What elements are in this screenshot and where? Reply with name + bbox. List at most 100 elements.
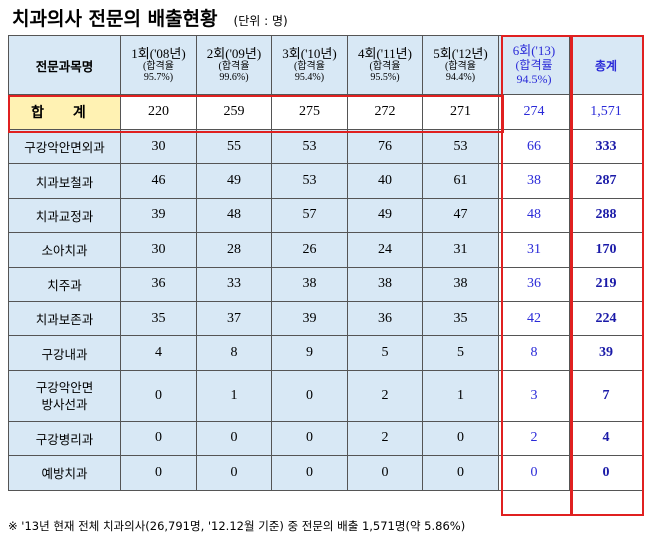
- table-cell: 49: [347, 197, 423, 234]
- row-total-cell: 4: [569, 420, 643, 457]
- total-cell: 271: [422, 94, 499, 130]
- row-label: 구강악안면 방사선과: [8, 369, 121, 422]
- table-row: 구강내과 4 8 9 5 5 8 39: [8, 335, 643, 371]
- table-cell: 2: [347, 369, 423, 422]
- row-label: 치과보존과: [8, 300, 121, 337]
- row-label: 치과교정과: [8, 197, 121, 234]
- row-label: 소아치과: [8, 232, 121, 268]
- table-cell: 76: [347, 128, 423, 165]
- row-total-cell: 288: [569, 197, 643, 234]
- unit-label: (단위 : 명): [233, 14, 288, 28]
- table-cell: 40: [347, 163, 423, 199]
- table-cell: 0: [120, 369, 197, 422]
- table-cell: 57: [271, 197, 348, 234]
- table-row: 치과보존과 35 37 39 36 35 42 224: [8, 300, 643, 337]
- row-label: 구강악안면외과: [8, 128, 121, 165]
- table-cell: 36: [120, 266, 197, 302]
- grand-total-cell: 1,571: [569, 94, 643, 130]
- row-total-cell: 224: [569, 300, 643, 337]
- table-cell-round-6: 42: [498, 300, 570, 337]
- row-total-cell: 287: [569, 163, 643, 199]
- table-cell-round-6: 31: [498, 232, 570, 268]
- header-total: 총계: [569, 35, 643, 95]
- table-cell: 4: [120, 335, 197, 371]
- row-total-cell: 0: [569, 455, 643, 491]
- table-cell: 0: [271, 369, 348, 422]
- row-total-cell: 7: [569, 369, 643, 422]
- table-row: 치과보철과 46 49 53 40 61 38 287: [8, 163, 643, 199]
- total-row: 합 계 220 259 275 272 271 274 1,571: [8, 94, 643, 130]
- row-total-cell: 333: [569, 128, 643, 165]
- table-cell: 53: [271, 128, 348, 165]
- table-cell: 55: [196, 128, 272, 165]
- total-label: 합 계: [8, 94, 121, 130]
- header-round-5: 5회('12년) (합격율 94.4%): [422, 35, 499, 95]
- table-cell: 0: [120, 420, 197, 457]
- table-cell-round-6: 36: [498, 266, 570, 302]
- table-cell: 48: [196, 197, 272, 234]
- table-cell: 1: [422, 369, 499, 422]
- table-cell: 0: [422, 455, 499, 491]
- title-row: 치과의사 전문의 배출현황 (단위 : 명): [12, 4, 288, 32]
- header-round-2: 2회('09년) (합격율 99.6%): [196, 35, 272, 95]
- table-cell: 61: [422, 163, 499, 199]
- table-cell: 0: [120, 455, 197, 491]
- row-label: 치과보철과: [8, 163, 121, 199]
- table-cell-round-6: 48: [498, 197, 570, 234]
- table-cell: 0: [271, 455, 348, 491]
- header-round-4: 4회('11년) (합격율 95.5%): [347, 35, 423, 95]
- page-title: 치과의사 전문의 배출현황: [12, 8, 218, 30]
- table-cell: 24: [347, 232, 423, 268]
- table-cell: 30: [120, 128, 197, 165]
- table-cell: 49: [196, 163, 272, 199]
- footnote: ※ '13년 현재 전체 치과의사(26,791명, '12.12월 기준) 중…: [8, 519, 466, 533]
- table-cell: 39: [120, 197, 197, 234]
- table-cell: 0: [422, 420, 499, 457]
- total-cell: 220: [120, 94, 197, 130]
- total-cell-round-6: 274: [498, 94, 570, 130]
- table-cell: 26: [271, 232, 348, 268]
- table-row: 소아치과 30 28 26 24 31 31 170: [8, 232, 643, 268]
- table-row: 구강병리과 0 0 0 2 0 2 4: [8, 420, 643, 457]
- table-container: 전문과목명 1회('08년) (합격율 95.7%) 2회('09년) (합격율 99.…: [8, 35, 643, 491]
- header-round-6: 6회('13) (합격률 94.5%): [498, 35, 570, 95]
- specialist-table: 전문과목명 1회('08년) (합격율 95.7%) 2회('09년) (합격율 99.…: [8, 35, 643, 491]
- table-cell: 38: [271, 266, 348, 302]
- table-cell: 9: [271, 335, 348, 371]
- row-total-cell: 170: [569, 232, 643, 268]
- table-cell-round-6: 66: [498, 128, 570, 165]
- table-row: 예방치과 0 0 0 0 0 0 0: [8, 455, 643, 491]
- table-cell: 0: [196, 455, 272, 491]
- table-cell: 2: [347, 420, 423, 457]
- row-label: 치주과: [8, 266, 121, 302]
- table-cell-round-6: 2: [498, 420, 570, 457]
- total-cell: 275: [271, 94, 348, 130]
- table-cell: 38: [347, 266, 423, 302]
- header-round-3: 3회('10년) (합격율 95.4%): [271, 35, 348, 95]
- table-cell: 36: [347, 300, 423, 337]
- table-cell-round-6: 38: [498, 163, 570, 199]
- table-cell: 46: [120, 163, 197, 199]
- row-label-line-2: 방사선과: [41, 396, 88, 412]
- table-cell: 39: [271, 300, 348, 337]
- table-cell: 0: [196, 420, 272, 457]
- table-row: 구강악안면외과 30 55 53 76 53 66 333: [8, 128, 643, 165]
- table-cell: 53: [422, 128, 499, 165]
- total-cell: 272: [347, 94, 423, 130]
- table-cell: 0: [271, 420, 348, 457]
- row-label: 예방치과: [8, 455, 121, 491]
- table-cell-round-6: 0: [498, 455, 570, 491]
- row-label-line-1: 구강악안면: [35, 379, 94, 395]
- table-cell: 33: [196, 266, 272, 302]
- table-row: 구강악안면 방사선과 0 1 0 2 1 3 7: [8, 369, 643, 422]
- table-cell: 0: [347, 455, 423, 491]
- table-cell-round-6: 3: [498, 369, 570, 422]
- table-cell: 5: [347, 335, 423, 371]
- table-cell-round-6: 8: [498, 335, 570, 371]
- table-cell: 31: [422, 232, 499, 268]
- header-category: 전문과목명: [8, 35, 121, 95]
- table-cell: 35: [120, 300, 197, 337]
- row-label: 구강병리과: [8, 420, 121, 457]
- header-row: 전문과목명 1회('08년) (합격율 95.7%) 2회('09년) (합격율 99.…: [8, 35, 643, 95]
- row-total-cell: 39: [569, 335, 643, 371]
